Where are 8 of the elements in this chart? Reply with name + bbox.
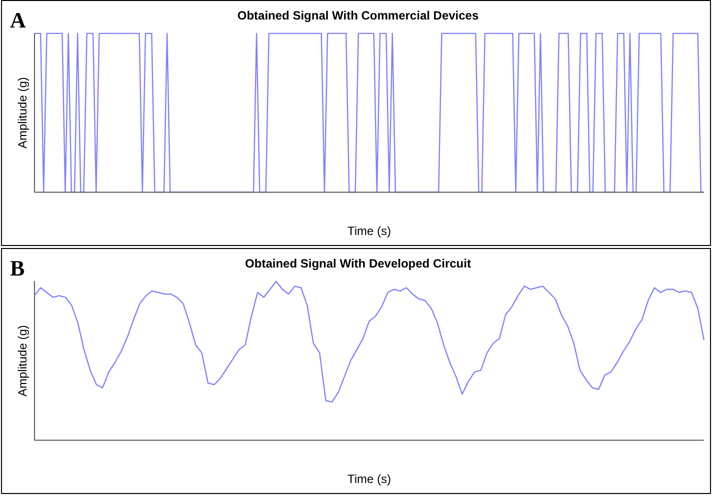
chart-title: Obtained Signal With Developed Circuit (245, 256, 471, 271)
x-axis-title: Time (s) (347, 472, 391, 486)
text: B (10, 256, 25, 281)
chart-title: Obtained Signal With Commercial Devices (237, 8, 479, 23)
y-axis-title: Amplitude (g) (16, 77, 30, 148)
x-axis-title: Time (s) (347, 224, 391, 238)
text: A (10, 8, 26, 33)
y-axis-title: Amplitude (g) (16, 325, 30, 396)
